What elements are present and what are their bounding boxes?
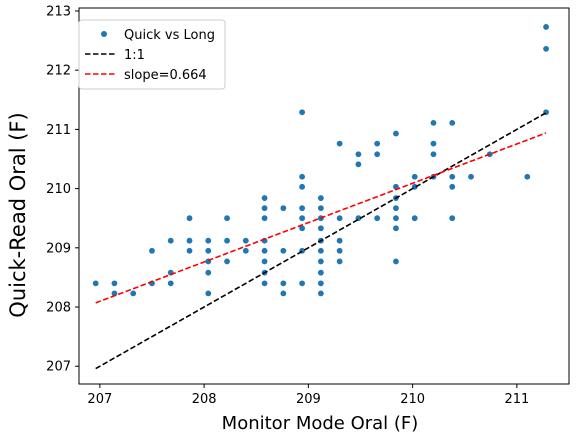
- data-point: [524, 173, 531, 180]
- y-tick-label: 207: [46, 360, 71, 375]
- data-point: [317, 269, 324, 276]
- data-point: [205, 247, 212, 254]
- data-point: [336, 247, 343, 254]
- x-tick-label: 211: [504, 392, 529, 407]
- data-point: [167, 280, 174, 287]
- data-point: [336, 258, 343, 265]
- data-point: [449, 215, 456, 222]
- data-point: [543, 24, 549, 30]
- y-axis-label: Quick-Read Oral (F): [6, 112, 30, 317]
- data-point: [317, 290, 324, 297]
- legend-box: [78, 19, 226, 90]
- data-point: [543, 45, 549, 52]
- axes-frame: [78, 7, 570, 385]
- data-point: [205, 290, 212, 297]
- data-point: [430, 140, 437, 147]
- data-point: [374, 140, 381, 147]
- data-point: [205, 269, 212, 276]
- data-point: [224, 258, 230, 265]
- data-point: [186, 237, 193, 244]
- legend-marker-quick-vs-long: [101, 31, 107, 37]
- legend-label-quick-vs-long: Quick vs Long: [124, 28, 215, 43]
- x-tick-label: 207: [87, 392, 112, 407]
- data-point: [261, 247, 268, 254]
- data-point: [111, 290, 118, 297]
- data-point: [317, 280, 324, 287]
- data-point: [411, 173, 418, 180]
- data-point: [393, 205, 399, 212]
- data-point: [261, 195, 268, 201]
- data-point: [149, 247, 155, 254]
- data-point: [242, 237, 249, 244]
- data-point: [430, 119, 437, 126]
- data-point: [299, 215, 306, 222]
- x-axis: 207 208 209 210 211: [87, 384, 529, 407]
- data-point: [317, 247, 324, 254]
- data-point: [430, 151, 437, 158]
- y-tick-label: 208: [46, 301, 71, 316]
- y-axis: 207 208 209 210 211 212 213: [46, 4, 79, 375]
- x-tick-label: 209: [296, 392, 321, 407]
- data-point: [280, 280, 287, 287]
- data-point: [205, 237, 212, 244]
- data-point: [336, 140, 343, 147]
- data-point: [261, 258, 268, 265]
- data-point: [449, 119, 456, 126]
- data-point: [130, 290, 137, 297]
- legend-label-one-to-one: 1:1: [124, 48, 145, 63]
- x-tick-label: 210: [400, 392, 425, 407]
- data-point: [261, 205, 268, 212]
- y-tick-label: 212: [46, 64, 71, 79]
- data-point: [317, 205, 324, 212]
- data-point: [374, 215, 381, 222]
- data-point: [111, 280, 118, 287]
- y-tick-label: 210: [46, 182, 71, 197]
- data-point: [186, 215, 193, 222]
- data-point: [336, 237, 343, 244]
- data-point: [167, 237, 174, 244]
- y-tick-label: 213: [46, 4, 71, 19]
- data-point: [224, 237, 230, 244]
- data-point: [393, 215, 399, 222]
- series-line-1-1: [95, 112, 547, 370]
- data-point: [299, 109, 306, 116]
- data-point: [374, 151, 381, 158]
- data-point: [280, 205, 287, 212]
- data-point: [280, 247, 287, 254]
- data-point: [336, 215, 343, 222]
- data-point: [299, 183, 306, 190]
- data-point: [261, 215, 268, 222]
- plot-area: [92, 24, 549, 370]
- data-point: [449, 173, 456, 180]
- legend: Quick vs Long 1:1 slope=0.664: [78, 19, 226, 90]
- data-point: [299, 225, 306, 232]
- data-point: [449, 183, 456, 190]
- legend-label-slope: slope=0.664: [124, 68, 207, 83]
- data-point: [393, 225, 399, 232]
- x-axis-label: Monitor Mode Oral (F): [222, 413, 419, 434]
- data-point: [261, 280, 268, 287]
- series-line-slope-0-664: [95, 132, 547, 304]
- data-point: [317, 225, 324, 232]
- data-point: [317, 195, 324, 201]
- data-point: [224, 215, 230, 222]
- data-point: [186, 247, 193, 254]
- data-point: [393, 130, 399, 137]
- x-tick-label: 208: [192, 392, 217, 407]
- data-point: [355, 161, 362, 168]
- y-tick-label: 209: [46, 241, 71, 256]
- data-point: [355, 151, 362, 158]
- data-point: [468, 173, 474, 180]
- data-point: [299, 205, 306, 212]
- data-point: [299, 173, 306, 180]
- data-point: [393, 258, 399, 265]
- data-point: [317, 258, 324, 265]
- data-point: [92, 280, 99, 287]
- data-point: [299, 280, 306, 287]
- data-point: [411, 215, 418, 222]
- data-point: [280, 290, 287, 297]
- data-point: [242, 247, 249, 254]
- y-tick-label: 211: [46, 123, 71, 138]
